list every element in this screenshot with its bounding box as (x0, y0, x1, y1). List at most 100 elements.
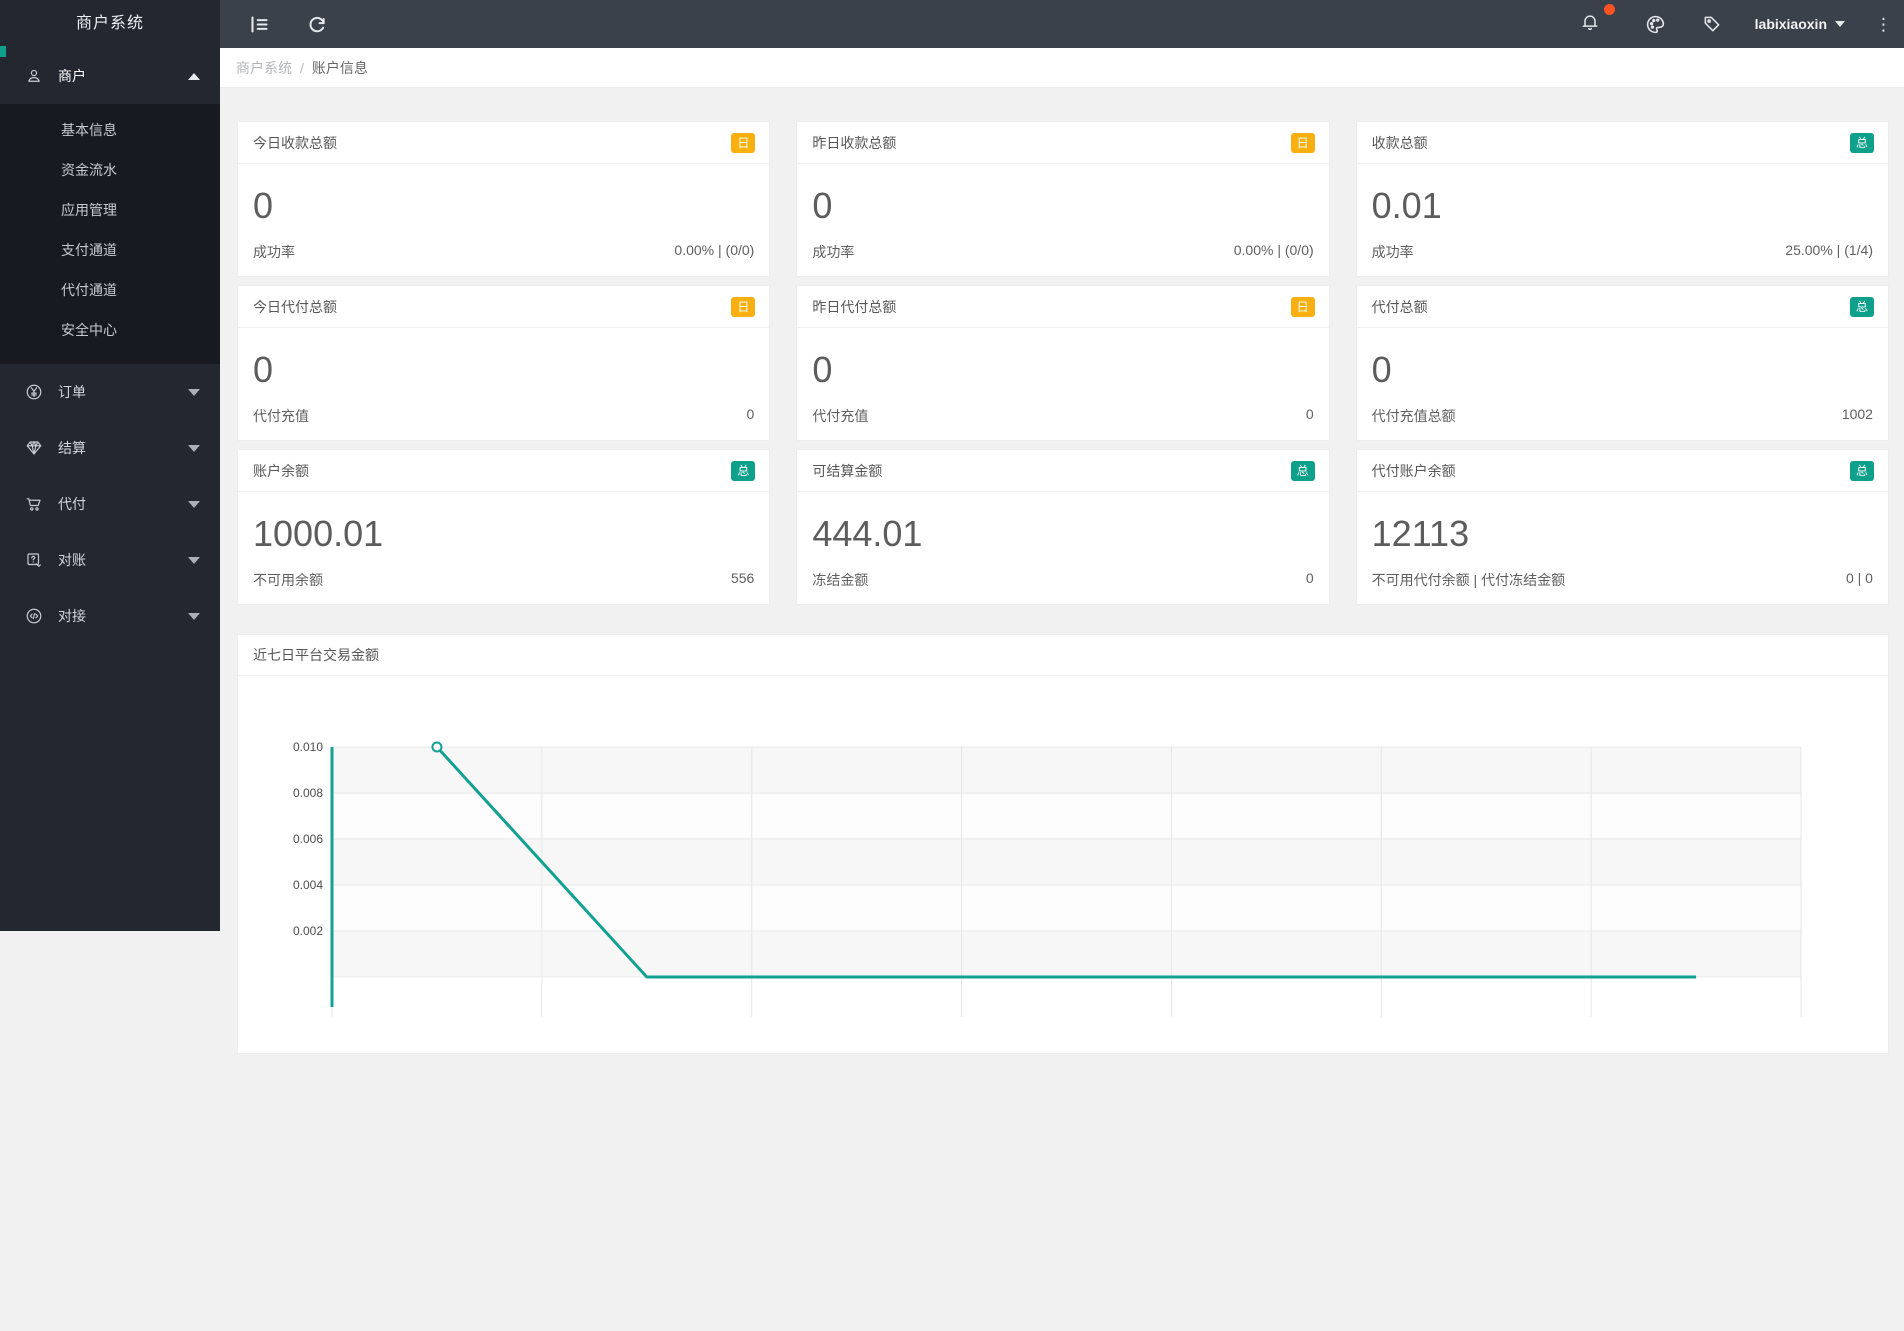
svg-text:0.002: 0.002 (293, 924, 323, 938)
stat-card-header: 今日代付总额 日 (238, 286, 770, 328)
submenu-item-funds-flow[interactable]: 资金流水 (61, 162, 117, 178)
sidebar-item-merchant[interactable]: 商户 (0, 48, 220, 104)
sidebar: 商户系统 商户基本信息资金流水应用管理支付通道代付通道安全中心订单结算代付对账对… (0, 0, 220, 931)
sidebar-item-label: 对接 (58, 608, 86, 624)
stat-footer-label: 不可用余额 (253, 572, 323, 588)
stat-value: 1000.01 (253, 513, 384, 554)
main-content: 今日收款总额日 0 成功率 0.00% | (0/0) 昨日收款总额日 0 成功率 0.00%… (220, 88, 1904, 1331)
stat-badge-total: 总 (1849, 460, 1874, 481)
stat-card-title: 可结算金额 (812, 462, 883, 479)
submenu-item-payout-channel[interactable]: 代付通道 (61, 282, 117, 298)
stat-card-3: 今日代付总额 日 0 代付充值 0 (237, 285, 771, 441)
breadcrumb-root[interactable]: 商户系统 (236, 59, 292, 76)
stat-card-header: 收款总额 总 (1356, 122, 1888, 164)
chevron-down-icon (188, 612, 200, 620)
sidebar-item-label: 结算 (58, 440, 86, 456)
breadcrumb-separator: / (300, 59, 304, 76)
username: labixiaoxin (1754, 16, 1827, 32)
stat-footer-label: 成功率 (1371, 244, 1414, 260)
stat-badge-total: 总 (731, 460, 756, 481)
stat-footer-value: 0 (1305, 406, 1314, 422)
user-menu[interactable]: labixiaoxin (1755, 16, 1845, 32)
breadcrumb: 商户系统 / 账户信息 (220, 48, 1904, 88)
svg-text:0.004: 0.004 (293, 878, 323, 892)
stat-badge-day: 日 (731, 296, 756, 317)
user-icon (24, 66, 44, 86)
svg-text:0.010: 0.010 (293, 740, 323, 754)
stat-value: 0 (812, 185, 833, 226)
more-vertical-icon[interactable]: ⋮ (1875, 14, 1892, 34)
topbar: labixiaoxin ⋮ (220, 0, 1904, 48)
bell-icon[interactable] (1579, 11, 1601, 33)
svg-text:0.008: 0.008 (293, 786, 323, 800)
stat-footer-label: 成功率 (812, 244, 855, 260)
stat-card-header: 可结算金额 总 (797, 450, 1329, 492)
stat-card-8: 代付账户余额 总 12113 不可用代付余额 | 代付冻结金额 0 | 0 (1355, 449, 1889, 605)
stat-badge-day: 日 (731, 132, 756, 153)
sidebar-item-settlement[interactable]: 结算 (0, 420, 220, 476)
stat-card-title: 代付账户余额 (1371, 462, 1456, 479)
submenu-item-basic-info[interactable]: 基本信息 (61, 122, 117, 138)
stat-footer-value: 1002 (1841, 406, 1873, 422)
sidebar-item-integration[interactable]: 对接 (0, 588, 220, 644)
stat-badge-day: 日 (1290, 132, 1315, 153)
stat-value: 444.01 (812, 513, 923, 554)
sidebar-item-label: 商户 (58, 68, 86, 84)
sidebar-item-orders[interactable]: 订单 (0, 364, 220, 420)
stat-card-footer: 代付充值 0 (812, 406, 1313, 426)
chevron-down-icon (188, 556, 200, 564)
cart-icon (24, 494, 44, 514)
chevron-down-icon (188, 500, 200, 508)
stat-card-footer: 成功率 0.00% | (0/0) (812, 242, 1313, 262)
stat-footer-value: 25.00% | (1/4) (1785, 242, 1873, 258)
notification-dot (1603, 4, 1615, 15)
stat-card-6: 账户余额 总 1000.01 不可用余额 556 (237, 449, 771, 605)
tag-icon[interactable] (1701, 13, 1723, 35)
refresh-icon[interactable] (306, 13, 328, 35)
stat-card-footer: 代付充值 0 (253, 406, 754, 426)
sidebar-item-label: 对账 (58, 552, 86, 568)
submenu-item-pay-channel[interactable]: 支付通道 (61, 242, 117, 258)
sidebar-item-reconciliation[interactable]: 对账 (0, 532, 220, 588)
submenu-item-security-center[interactable]: 安全中心 (61, 322, 117, 338)
topbar-right: labixiaoxin ⋮ (1579, 4, 1904, 37)
menu-fold-icon[interactable] (248, 13, 270, 35)
stat-footer-label: 代付充值总额 (1371, 408, 1456, 424)
notification-bell-wrap (1579, 4, 1615, 37)
app-title: 商户系统 (0, 0, 220, 48)
stat-card-header: 昨日收款总额 日 (797, 122, 1329, 164)
stat-badge-total: 总 (1849, 132, 1874, 153)
stat-card-header: 今日收款总额 日 (238, 122, 770, 164)
stat-footer-value: 556 (730, 570, 755, 586)
svg-text:0.006: 0.006 (293, 832, 323, 846)
stat-card-title: 代付总额 (1371, 298, 1428, 315)
palette-icon[interactable] (1645, 13, 1667, 35)
stat-value: 0.01 (1371, 185, 1442, 226)
stat-card-footer: 不可用代付余额 | 代付冻结金额 0 | 0 (1372, 570, 1873, 590)
stat-footer-value: 0.00% | (0/0) (1233, 242, 1314, 258)
sidebar-accent-notch (0, 46, 6, 57)
stat-card-title: 收款总额 (1371, 134, 1428, 151)
sidebar-item-payout[interactable]: 代付 (0, 476, 220, 532)
stat-footer-value: 0 (1305, 570, 1314, 586)
stat-card-title: 今日代付总额 (253, 298, 337, 315)
stat-footer-label: 冻结金额 (812, 572, 869, 588)
stat-value: 0 (812, 349, 833, 390)
chevron-down-icon (188, 388, 200, 396)
stat-footer-label: 代付充值 (253, 408, 309, 424)
sidebar-item-label: 代付 (58, 496, 86, 512)
stat-value: 0 (253, 185, 274, 226)
stat-footer-value: 0 | 0 (1845, 570, 1873, 586)
breadcrumb-current: 账户信息 (311, 59, 368, 76)
stat-footer-label: 代付充值 (812, 408, 869, 424)
gem-icon (24, 438, 44, 458)
stat-card-header: 代付账户余额 总 (1356, 450, 1888, 492)
submenu-item-app-manage[interactable]: 应用管理 (61, 202, 117, 218)
stat-card-5: 代付总额 总 0 代付充值总额 1002 (1355, 285, 1889, 441)
stat-value: 0 (253, 349, 274, 390)
stat-footer-label: 成功率 (253, 244, 295, 260)
stat-footer-value: 0 (746, 406, 755, 422)
stat-card-footer: 冻结金额 0 (812, 570, 1313, 590)
stat-card-footer: 不可用余额 556 (253, 570, 754, 590)
stat-badge-total: 总 (1290, 460, 1315, 481)
